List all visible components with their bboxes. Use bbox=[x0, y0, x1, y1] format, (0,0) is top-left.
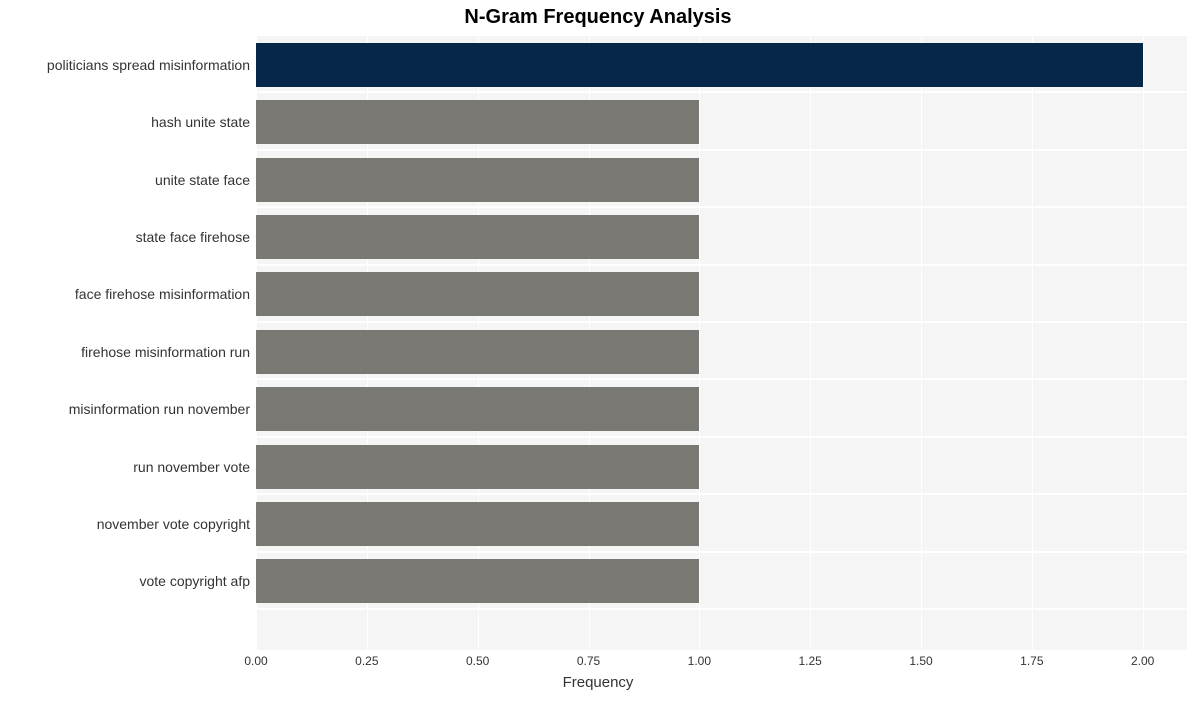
ngram-frequency-chart: N-Gram Frequency Analysis Frequency poli… bbox=[0, 0, 1196, 701]
x-tick-label: 2.00 bbox=[1131, 654, 1154, 668]
y-tick-label: firehose misinformation run bbox=[81, 344, 250, 360]
bar bbox=[256, 330, 699, 374]
y-tick-label: november vote copyright bbox=[97, 516, 250, 532]
y-tick-label: state face firehose bbox=[136, 229, 250, 245]
gridline bbox=[699, 36, 700, 650]
x-axis-label: Frequency bbox=[0, 674, 1196, 691]
x-tick-label: 1.50 bbox=[909, 654, 932, 668]
bar bbox=[256, 43, 1143, 87]
gridline bbox=[921, 36, 922, 650]
gridline bbox=[1032, 36, 1033, 650]
y-tick-label: hash unite state bbox=[151, 114, 250, 130]
bar bbox=[256, 272, 699, 316]
x-tick-label: 1.75 bbox=[1020, 654, 1043, 668]
x-tick-label: 1.25 bbox=[798, 654, 821, 668]
x-tick-label: 0.00 bbox=[244, 654, 267, 668]
plot-area bbox=[256, 36, 1187, 650]
bar bbox=[256, 445, 699, 489]
row-band bbox=[256, 610, 1187, 650]
bar bbox=[256, 387, 699, 431]
x-tick-label: 0.75 bbox=[577, 654, 600, 668]
bar bbox=[256, 502, 699, 546]
bar bbox=[256, 559, 699, 603]
y-tick-label: unite state face bbox=[155, 172, 250, 188]
bar bbox=[256, 215, 699, 259]
x-tick-label: 1.00 bbox=[688, 654, 711, 668]
y-tick-label: politicians spread misinformation bbox=[47, 57, 250, 73]
y-tick-label: face firehose misinformation bbox=[75, 286, 250, 302]
chart-title: N-Gram Frequency Analysis bbox=[0, 6, 1196, 29]
gridline bbox=[1143, 36, 1144, 650]
bar bbox=[256, 158, 699, 202]
y-tick-label: run november vote bbox=[133, 459, 250, 475]
bar bbox=[256, 100, 699, 144]
y-tick-label: vote copyright afp bbox=[139, 573, 250, 589]
gridline bbox=[810, 36, 811, 650]
x-tick-label: 0.25 bbox=[355, 654, 378, 668]
y-tick-label: misinformation run november bbox=[69, 401, 250, 417]
x-tick-label: 0.50 bbox=[466, 654, 489, 668]
